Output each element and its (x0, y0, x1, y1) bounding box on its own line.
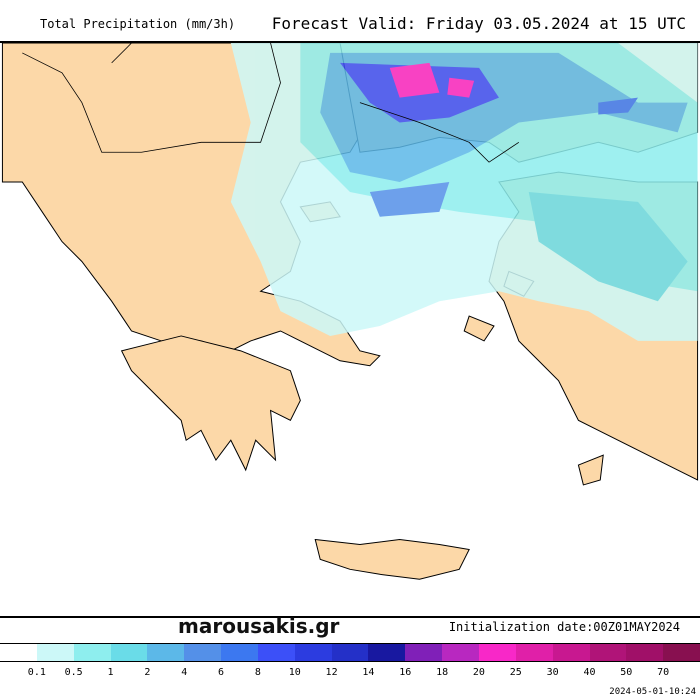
legend-swatch (184, 644, 222, 661)
precipitation-map (0, 41, 700, 618)
map-title: Total Precipitation (mm/3h) (40, 17, 236, 31)
borders (22, 43, 520, 163)
precipitation-field (230, 43, 698, 341)
legend-swatch (110, 644, 148, 661)
legend-swatch (368, 644, 406, 661)
legend-label: 8 (254, 667, 261, 678)
legend-label: 14 (362, 667, 375, 678)
legend-label: 40 (583, 667, 596, 678)
legend-swatch (331, 644, 369, 661)
legend-swatch (626, 644, 664, 661)
legend-swatch (257, 644, 295, 661)
legend-label: 1 (107, 667, 114, 678)
legend-swatch (405, 644, 443, 661)
forecast-valid: Forecast Valid: Friday 03.05.2024 at 15 … (271, 14, 686, 33)
legend-label: 25 (509, 667, 522, 678)
legend-swatch (589, 644, 627, 661)
legend-swatch (663, 644, 700, 661)
legend-label: 10 (288, 667, 301, 678)
legend-swatch (442, 644, 479, 661)
legend-swatch (147, 644, 185, 661)
legend-label: 4 (181, 667, 188, 678)
legend-swatch (221, 644, 258, 661)
legend-ticks: 0.1 0.5 1 2 4 6 8 10 12 14 16 18 20 25 30 40 50 70 (0, 667, 700, 681)
color-legend (0, 643, 700, 662)
legend-label: 0.5 (64, 667, 83, 678)
legend-label: 50 (620, 667, 633, 678)
legend-label: 30 (546, 667, 559, 678)
legend-label: 0.1 (27, 667, 46, 678)
legend-swatch (36, 644, 74, 661)
timestamp: 2024-05-01-10:24 (609, 687, 696, 697)
legend-swatch (0, 644, 37, 661)
legend-swatch (478, 644, 516, 661)
legend-label: 18 (436, 667, 449, 678)
legend-swatch (515, 644, 553, 661)
legend-label: 2 (144, 667, 151, 678)
initialization-date: Initialization date:00Z01MAY2024 (448, 620, 680, 634)
legend-label: 20 (472, 667, 485, 678)
legend-swatch (294, 644, 332, 661)
legend-label: 16 (399, 667, 412, 678)
legend-label: 70 (657, 667, 670, 678)
legend-swatch (552, 644, 590, 661)
legend-label: 6 (218, 667, 225, 678)
legend-swatch (73, 644, 111, 661)
brand-logo[interactable]: marousakis.gr (178, 614, 340, 638)
legend-label: 12 (325, 667, 338, 678)
